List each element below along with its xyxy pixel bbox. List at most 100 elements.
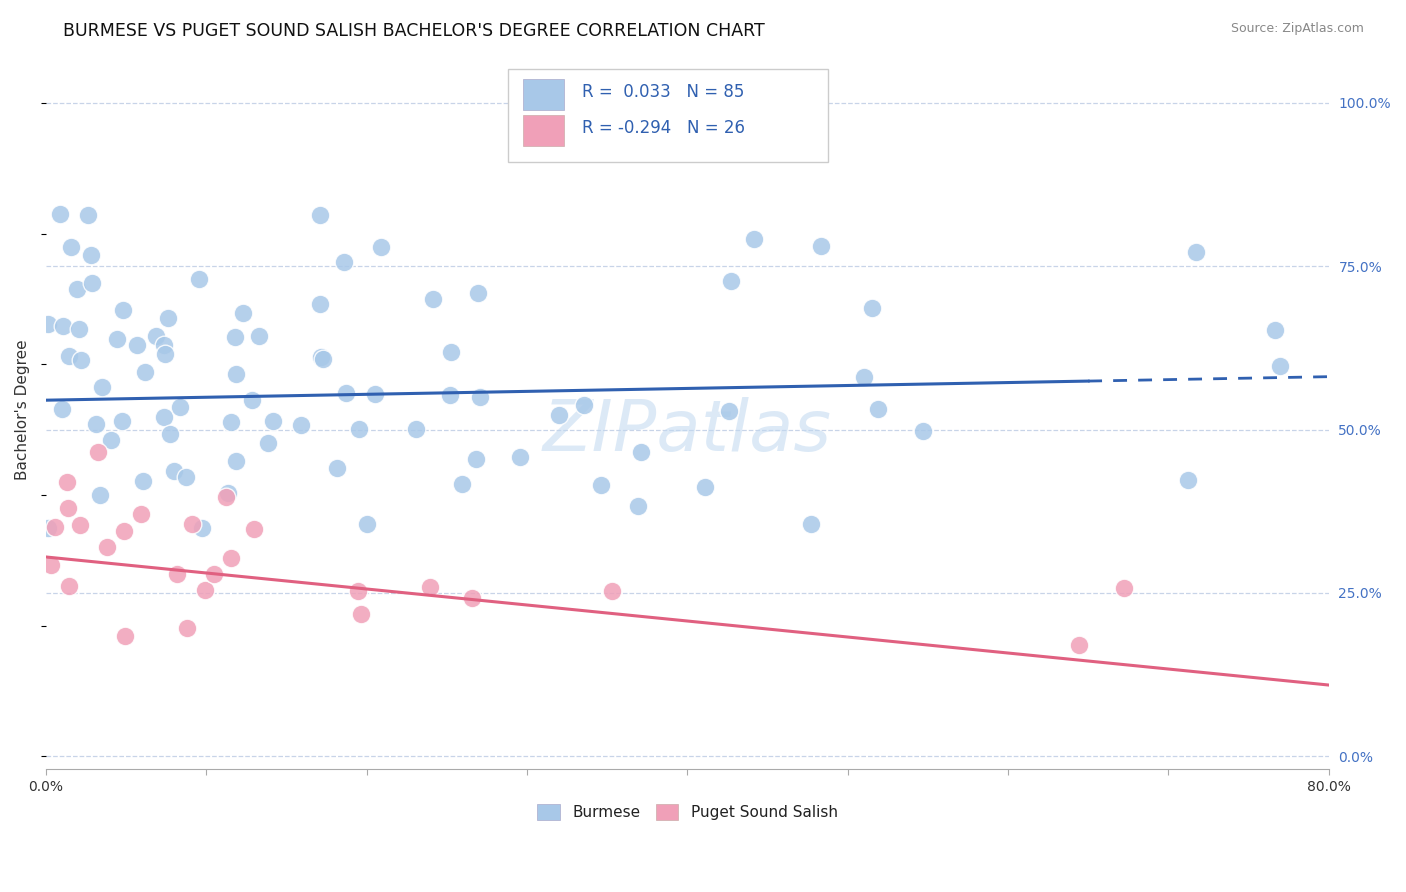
Point [44, 520, 66, 534]
Point [111, 302, 134, 317]
Point [370, 240, 392, 254]
Point [112, 524, 135, 538]
Point [335, 385, 357, 400]
Point [67, 322, 90, 336]
Point [860, 301, 883, 315]
Text: R = -0.294   N = 26: R = -0.294 N = 26 [582, 120, 745, 137]
Point [37, 520, 59, 534]
Text: ZIPatlas: ZIPatlas [543, 397, 832, 466]
Point [346, 584, 368, 599]
Point [125, 338, 148, 352]
Point [326, 460, 349, 475]
Point [257, 436, 280, 450]
Legend: Burmese, Puget Sound Salish: Burmese, Puget Sound Salish [531, 798, 844, 826]
Point [87, 444, 110, 458]
Point [89, 488, 111, 502]
Point [202, 566, 225, 581]
Point [37, 317, 59, 331]
Point [96, 541, 118, 555]
Point [290, 418, 312, 433]
Point [742, 232, 765, 246]
FancyBboxPatch shape [523, 79, 564, 110]
Point [263, 414, 285, 428]
Point [912, 424, 935, 438]
Point [800, 516, 823, 531]
Point [163, 464, 186, 478]
Point [51, 402, 73, 417]
Point [720, 274, 742, 288]
Point [145, 329, 167, 343]
Point [1263, 323, 1285, 337]
Point [364, 387, 387, 401]
Point [470, 390, 492, 404]
Point [572, 398, 595, 412]
Point [217, 486, 239, 500]
Point [312, 351, 335, 366]
Point [166, 566, 188, 581]
Point [100, 433, 122, 447]
Point [194, 582, 217, 597]
Point [309, 350, 332, 364]
Point [450, 476, 472, 491]
Point [1114, 581, 1136, 595]
Point [58, 579, 80, 593]
FancyBboxPatch shape [508, 69, 828, 162]
Point [52, 318, 75, 333]
Point [152, 409, 174, 424]
Point [131, 474, 153, 488]
Point [509, 450, 531, 464]
Point [247, 329, 270, 343]
Point [191, 520, 214, 534]
Point [66, 282, 89, 296]
Point [225, 368, 247, 382]
Point [718, 404, 741, 418]
Point [461, 591, 484, 605]
Point [866, 402, 889, 417]
Point [91, 380, 114, 394]
Point [105, 332, 128, 346]
Point [176, 622, 198, 636]
Point [591, 477, 613, 491]
Point [77, 208, 100, 222]
Point [419, 580, 441, 594]
Point [627, 499, 650, 513]
Point [630, 444, 652, 458]
Point [176, 470, 198, 484]
Point [129, 507, 152, 521]
Point [56, 500, 79, 515]
Point [215, 490, 238, 504]
Point [467, 285, 489, 300]
Point [465, 451, 488, 466]
Point [188, 272, 211, 286]
Point [347, 422, 370, 436]
Text: BURMESE VS PUGET SOUND SALISH BACHELOR'S DEGREE CORRELATION CHART: BURMESE VS PUGET SOUND SALISH BACHELOR'S… [63, 22, 765, 40]
Point [80, 276, 103, 290]
Point [422, 292, 444, 306]
Point [232, 306, 254, 320]
Point [69, 517, 91, 532]
Point [39, 558, 62, 573]
Point [59, 240, 82, 254]
Text: Source: ZipAtlas.com: Source: ZipAtlas.com [1230, 22, 1364, 36]
Point [405, 422, 427, 436]
Point [80, 248, 103, 262]
Point [439, 388, 461, 402]
Point [243, 523, 266, 537]
Point [70, 353, 93, 368]
Point [56, 475, 79, 489]
Point [169, 400, 191, 414]
Point [219, 551, 242, 566]
Point [86, 417, 108, 431]
Point [1177, 473, 1199, 487]
Point [224, 329, 246, 343]
Point [308, 297, 330, 311]
Point [1185, 245, 1208, 260]
Text: R =  0.033   N = 85: R = 0.033 N = 85 [582, 83, 745, 102]
Point [852, 370, 875, 384]
Point [155, 347, 177, 361]
Point [153, 338, 176, 352]
Point [810, 239, 832, 253]
Y-axis label: Bachelor's Degree: Bachelor's Degree [15, 340, 30, 480]
Point [157, 311, 180, 326]
Point [600, 584, 623, 599]
